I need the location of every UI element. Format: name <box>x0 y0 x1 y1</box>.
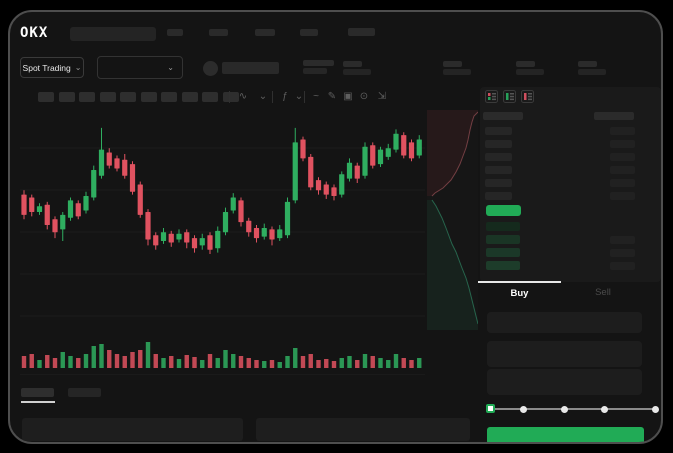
chart-divider <box>20 374 425 375</box>
chart-settings-icon[interactable]: ⊙ <box>359 91 369 102</box>
app-window: OKX Spot Trading ⌄ ⌄ <box>8 10 663 444</box>
ask-amount-placeholder <box>610 153 635 161</box>
tab-sell-label: Sell <box>595 286 611 298</box>
interval-button-placeholder[interactable] <box>79 92 95 102</box>
tab-buy-label: Buy <box>510 287 529 299</box>
snapshot-icon[interactable]: ▣ <box>343 91 353 102</box>
chevron-down-icon[interactable]: ⌄ <box>294 91 304 102</box>
stat-label-placeholder <box>443 61 462 67</box>
stat-value-placeholder <box>516 69 544 75</box>
buy-submit-button[interactable] <box>487 427 644 442</box>
slider-step-dot[interactable] <box>651 405 659 413</box>
slider-track[interactable] <box>490 408 656 410</box>
slider-handle-selected[interactable] <box>486 404 495 413</box>
nav-item-placeholder[interactable] <box>300 29 318 36</box>
toolbar-divider <box>272 91 273 103</box>
interval-button-placeholder[interactable] <box>222 92 239 102</box>
toolbar-divider <box>229 91 230 103</box>
market-mode-dropdown[interactable]: Spot Trading ⌄ <box>20 57 84 78</box>
last-price-pill[interactable] <box>486 205 521 216</box>
draw-tool-icon[interactable]: ✎ <box>327 91 337 102</box>
stat-value-placeholder <box>443 69 471 75</box>
nav-item-placeholder[interactable] <box>255 29 275 36</box>
ask-price-placeholder[interactable] <box>485 153 512 161</box>
interval-button-placeholder[interactable] <box>120 92 136 102</box>
ask-amount-placeholder <box>610 140 635 148</box>
orderbook-panel <box>480 87 661 282</box>
stat-value-placeholder <box>343 69 371 75</box>
bottom-tab-active-placeholder[interactable] <box>21 388 54 397</box>
bid-price-placeholder[interactable] <box>486 261 520 270</box>
book-combined-icon[interactable] <box>485 90 498 103</box>
interval-button-placeholder[interactable] <box>140 92 157 102</box>
book-bids-icon[interactable] <box>503 90 516 103</box>
depth-chart[interactable] <box>427 110 478 330</box>
pair-name-placeholder <box>222 62 279 74</box>
bid-price-placeholder[interactable] <box>486 235 520 244</box>
interval-button-placeholder[interactable] <box>181 92 198 102</box>
last-price-placeholder <box>303 60 334 66</box>
slider-step-dot[interactable] <box>519 405 527 413</box>
volume-chart[interactable] <box>20 340 425 370</box>
interval-button-placeholder[interactable] <box>161 92 177 102</box>
price-column-header-placeholder <box>483 112 523 120</box>
ask-amount-placeholder <box>610 179 635 187</box>
pair-selector-dropdown[interactable]: ⌄ <box>97 56 183 79</box>
nav-item-placeholder[interactable] <box>167 29 183 36</box>
ask-amount-placeholder <box>610 192 635 200</box>
okx-logo: OKX <box>20 25 49 41</box>
ask-price-placeholder[interactable] <box>485 127 512 135</box>
stat-label-placeholder <box>578 61 597 67</box>
toolbar-divider <box>304 91 305 103</box>
stat-label-placeholder <box>343 61 362 67</box>
price-change-placeholder <box>303 68 327 74</box>
indicators-icon[interactable]: ƒ <box>282 91 288 102</box>
total-input[interactable] <box>487 369 642 395</box>
pair-coin-icon <box>203 61 218 76</box>
stat-label-placeholder <box>516 61 535 67</box>
bottom-tab-placeholder[interactable] <box>68 388 101 397</box>
nav-item-placeholder[interactable] <box>348 28 375 36</box>
tab-buy[interactable]: Buy <box>478 281 561 303</box>
market-mode-label: Spot Trading <box>22 62 71 73</box>
series-style-icon[interactable]: ∿ <box>238 91 248 102</box>
amount-input[interactable] <box>487 341 642 367</box>
price-input[interactable] <box>487 312 642 333</box>
bottom-tab-indicator <box>21 401 55 403</box>
orders-panel-placeholder <box>22 418 243 441</box>
ask-amount-placeholder <box>610 166 635 174</box>
book-asks-icon[interactable] <box>521 90 534 103</box>
interval-button-placeholder[interactable] <box>38 92 54 102</box>
chevron-down-icon: ⌄ <box>74 62 82 72</box>
ask-price-placeholder[interactable] <box>485 179 512 187</box>
nav-item-placeholder[interactable] <box>209 29 228 36</box>
amount-column-header-placeholder <box>594 112 634 120</box>
slider-step-dot[interactable] <box>600 405 608 413</box>
ask-price-placeholder[interactable] <box>485 140 512 148</box>
interval-button-placeholder[interactable] <box>58 92 75 102</box>
bid-amount-placeholder <box>610 249 635 257</box>
fullscreen-icon[interactable]: ⇲ <box>377 91 387 102</box>
interval-button-placeholder[interactable] <box>99 92 116 102</box>
amount-slider[interactable] <box>485 402 661 416</box>
bid-amount-placeholder <box>610 262 635 270</box>
interval-button-placeholder[interactable] <box>202 92 218 102</box>
tab-sell[interactable]: Sell <box>561 281 645 303</box>
bid-price-placeholder[interactable] <box>486 222 520 231</box>
stat-value-placeholder <box>578 69 606 75</box>
history-panel-placeholder <box>256 418 470 441</box>
bid-price-placeholder[interactable] <box>486 248 520 257</box>
chevron-down-icon[interactable]: ⌄ <box>258 91 268 102</box>
search-input[interactable] <box>70 27 156 41</box>
bid-amount-placeholder <box>610 236 635 244</box>
ask-amount-placeholder <box>610 127 635 135</box>
chevron-down-icon: ⌄ <box>167 62 174 72</box>
ask-price-placeholder[interactable] <box>485 192 512 200</box>
trendline-tool-icon[interactable]: ~ <box>313 91 319 102</box>
slider-step-dot[interactable] <box>560 405 568 413</box>
candlestick-chart[interactable] <box>20 110 425 335</box>
ask-price-placeholder[interactable] <box>485 166 512 174</box>
